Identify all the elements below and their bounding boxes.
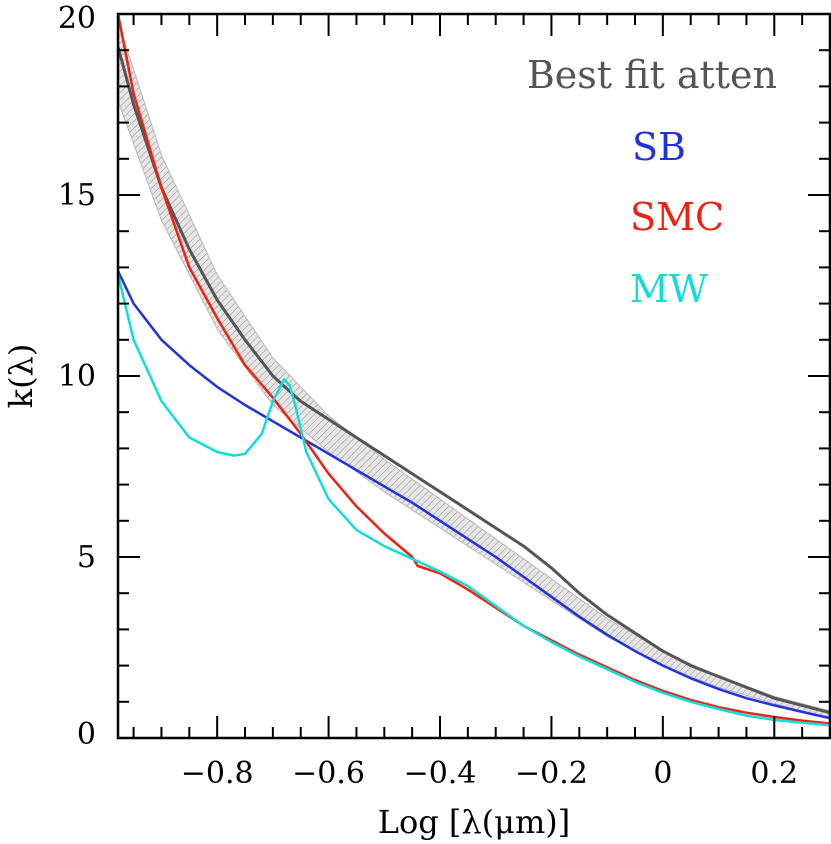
y-tick-label: 5 <box>77 540 96 575</box>
x-tick-label: 0 <box>653 756 672 791</box>
x-axis-label: Log [λ(μm)] <box>378 803 571 841</box>
series-line-sb <box>118 270 830 720</box>
y-axis-label: k(λ) <box>2 344 40 409</box>
x-tick-label: −0.2 <box>515 756 588 791</box>
x-tick-label: −0.4 <box>404 756 477 791</box>
legend: Best fit atten SB SMC MW <box>527 53 777 311</box>
uncertainty-band <box>118 21 830 719</box>
series-line-mw <box>118 274 830 727</box>
x-tick-label: 0.2 <box>750 756 798 791</box>
legend-entry-smc: SMC <box>630 195 724 239</box>
plot-area <box>118 14 830 727</box>
y-tick-label: 20 <box>58 1 96 36</box>
legend-entry-mw: MW <box>630 267 708 311</box>
x-tick-label: −0.8 <box>181 756 254 791</box>
series-line-best-fit-atten <box>118 46 830 715</box>
y-tick-label: 0 <box>77 717 96 752</box>
y-tick-label: 10 <box>58 359 96 394</box>
series-line-smc <box>118 14 830 725</box>
axis-ticks: −0.8 −0.6 −0.4 −0.2 0 0.2 0 5 10 15 20 <box>58 1 831 791</box>
y-tick-label: 15 <box>58 178 96 213</box>
x-tick-label: −0.6 <box>292 756 365 791</box>
plot-frame <box>116 12 831 740</box>
legend-entry-sb: SB <box>632 125 686 169</box>
legend-title: Best fit atten <box>527 53 777 97</box>
